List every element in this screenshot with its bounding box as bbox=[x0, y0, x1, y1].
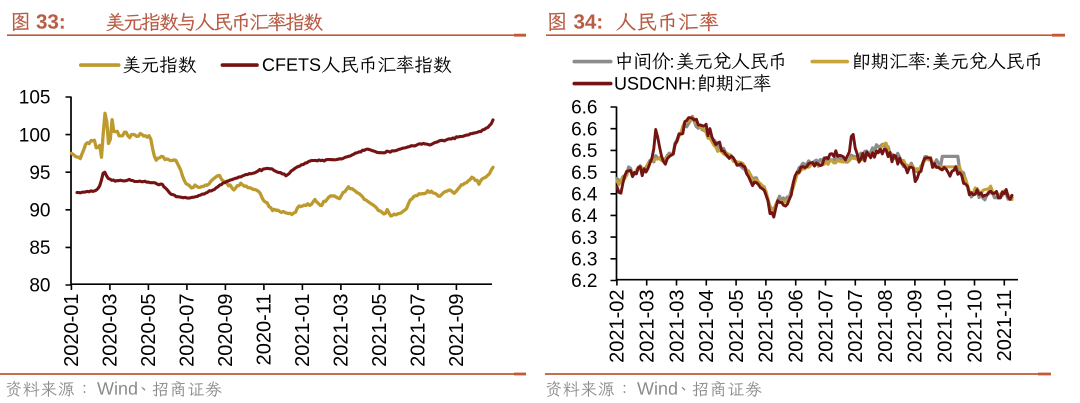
svg-text:100: 100 bbox=[19, 125, 51, 146]
svg-text:6.5: 6.5 bbox=[571, 163, 597, 184]
svg-text:80: 80 bbox=[29, 276, 50, 297]
svg-text:2020-01: 2020-01 bbox=[61, 294, 83, 367]
svg-text:105: 105 bbox=[19, 88, 51, 109]
svg-text:2021-03: 2021-03 bbox=[637, 290, 659, 363]
svg-text:2020-05: 2020-05 bbox=[138, 294, 160, 367]
svg-text:90: 90 bbox=[29, 201, 50, 222]
svg-text:6.2: 6.2 bbox=[571, 271, 597, 292]
svg-text:2021-11: 2021-11 bbox=[994, 290, 1016, 362]
svg-text:2020-11: 2020-11 bbox=[254, 294, 276, 366]
svg-text:6.3: 6.3 bbox=[571, 228, 597, 249]
svg-text:2021-04: 2021-04 bbox=[696, 290, 718, 363]
svg-text:2021-02: 2021-02 bbox=[607, 290, 629, 363]
svg-text:2021-05: 2021-05 bbox=[756, 290, 778, 363]
svg-text:6.3: 6.3 bbox=[571, 250, 597, 271]
svg-text:6.6: 6.6 bbox=[571, 98, 597, 119]
svg-text:2021-03: 2021-03 bbox=[331, 294, 353, 367]
svg-text:2021-05: 2021-05 bbox=[726, 290, 748, 363]
svg-text:6.5: 6.5 bbox=[571, 141, 597, 162]
svg-text:2021-07: 2021-07 bbox=[408, 294, 430, 367]
svg-text:2020-07: 2020-07 bbox=[177, 294, 199, 367]
svg-text:95: 95 bbox=[29, 163, 50, 184]
svg-text:2021-08: 2021-08 bbox=[875, 290, 897, 363]
svg-text:2021-10: 2021-10 bbox=[964, 290, 986, 363]
svg-text:2021-09: 2021-09 bbox=[905, 290, 927, 363]
svg-text:2021-01: 2021-01 bbox=[292, 294, 314, 367]
svg-text:2021-09: 2021-09 bbox=[446, 294, 468, 367]
svg-text:2021-07: 2021-07 bbox=[815, 290, 837, 363]
svg-text:2021-06: 2021-06 bbox=[786, 290, 808, 363]
svg-text:6.4: 6.4 bbox=[571, 206, 598, 227]
svg-text:2021-10: 2021-10 bbox=[935, 290, 957, 363]
svg-text:6.6: 6.6 bbox=[571, 119, 597, 140]
svg-text:85: 85 bbox=[29, 238, 50, 259]
svg-text:2020-09: 2020-09 bbox=[215, 294, 237, 367]
svg-text:6.4: 6.4 bbox=[571, 185, 598, 206]
svg-text:2021-05: 2021-05 bbox=[369, 294, 391, 367]
svg-text:2021-03: 2021-03 bbox=[666, 290, 688, 363]
svg-text:2020-03: 2020-03 bbox=[100, 294, 122, 367]
svg-text:2021-07: 2021-07 bbox=[845, 290, 867, 363]
